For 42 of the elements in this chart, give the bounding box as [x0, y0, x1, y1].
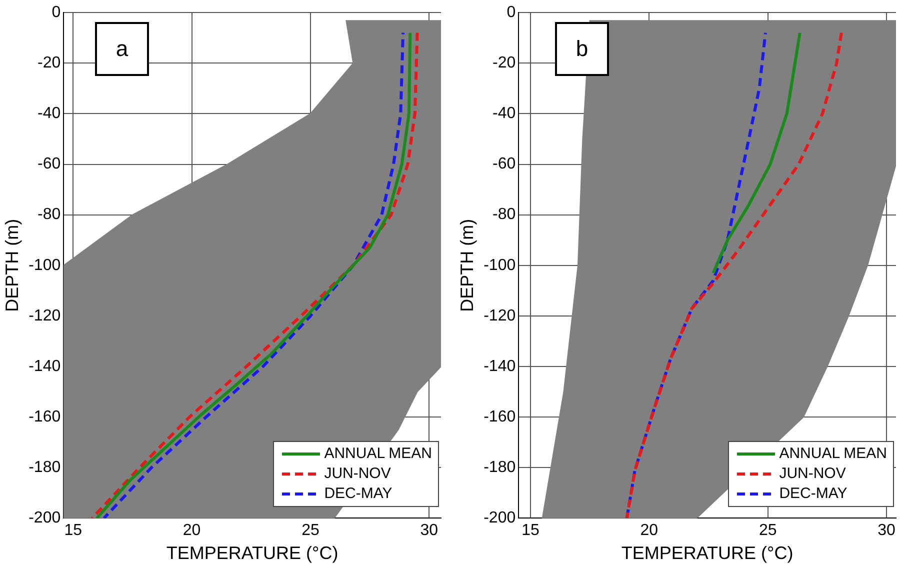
y-tick-label: -40: [38, 105, 61, 122]
x-tick-label: 25: [758, 522, 777, 540]
legend-label: ANNUAL MEAN: [779, 444, 887, 464]
x-axis-title: TEMPERATURE (°C): [166, 543, 338, 564]
y-tick-label: -120: [484, 307, 516, 324]
y-tick-label: 0: [506, 4, 516, 22]
y-tick-label: -100: [28, 256, 61, 274]
y-tick-label: -60: [492, 156, 516, 173]
x-tick-label: 25: [302, 522, 320, 540]
text: a: [95, 22, 149, 76]
y-tick-label: -180: [484, 459, 516, 476]
y-tick-label: -100: [484, 256, 516, 274]
x-tick-label: 30: [878, 522, 896, 540]
y-tick-label: -200: [484, 510, 516, 527]
legend-label: ANNUAL MEAN: [324, 444, 432, 464]
y-axis-title: DEPTH (m): [2, 218, 22, 312]
y-tick-label: -140: [484, 358, 516, 375]
legend-label: JUN-NOV: [779, 464, 846, 484]
y-tick-label: -180: [28, 459, 61, 476]
y-tick-label: -140: [28, 358, 61, 375]
y-tick-label: -60: [38, 156, 61, 173]
x-tick-label: 15: [522, 522, 540, 540]
y-tick-label: -80: [38, 206, 61, 224]
legend-label: JUN-NOV: [324, 464, 391, 484]
x-axis-title: TEMPERATURE (°C): [621, 543, 794, 564]
legend-label: DEC-MAY: [779, 484, 848, 504]
x-tick-label: 30: [420, 522, 438, 540]
y-tick-label: -20: [38, 54, 61, 72]
y-tick-label: -160: [484, 408, 516, 426]
y-axis-title: DEPTH (m): [456, 218, 477, 312]
x-tick-label: 15: [64, 522, 82, 540]
y-tick-label: -160: [28, 408, 61, 426]
x-tick-label: 20: [640, 522, 658, 540]
legend-label: DEC-MAY: [324, 484, 392, 504]
x-tick-label: 20: [182, 522, 201, 540]
y-tick-label: -40: [492, 105, 516, 122]
y-tick-label: -120: [28, 307, 61, 324]
text: b: [555, 22, 609, 76]
y-tick-label: -80: [492, 206, 516, 224]
y-tick-label: 0: [52, 4, 61, 22]
y-tick-label: -20: [492, 54, 516, 72]
y-tick-label: -200: [28, 510, 61, 527]
